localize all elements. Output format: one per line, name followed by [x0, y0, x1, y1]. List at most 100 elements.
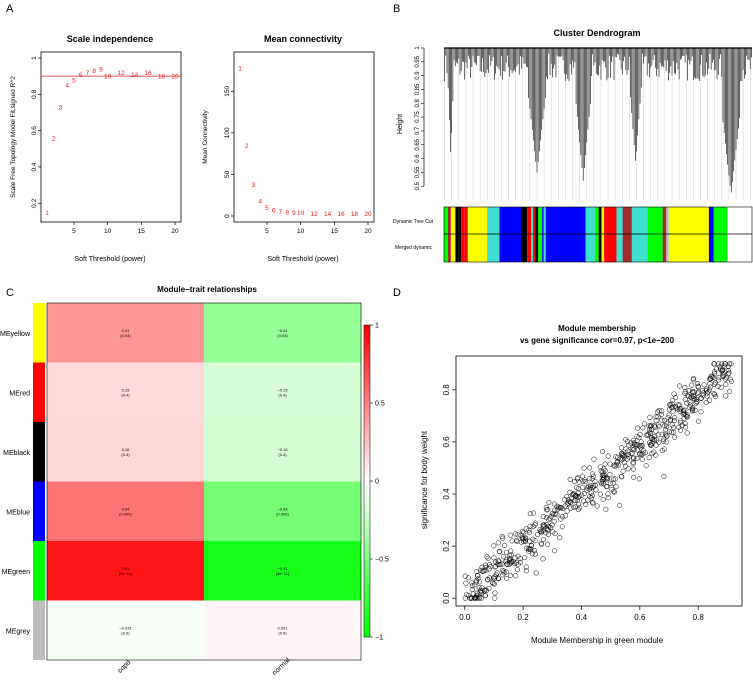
gene-point [639, 443, 645, 449]
gene-point [503, 569, 509, 575]
gene-point [630, 445, 636, 451]
membership-title: Module membership [558, 324, 636, 333]
gene-point [640, 451, 646, 457]
gene-point [481, 588, 487, 594]
gene-point [492, 590, 498, 596]
gene-point [711, 391, 717, 397]
gene-point [469, 595, 475, 601]
gene-point [530, 524, 536, 530]
colorbar-tick-label: 0.5 [375, 401, 385, 408]
module-color-stripe [527, 207, 532, 262]
gene-point [543, 504, 549, 510]
gene-point [619, 450, 625, 456]
mean-connectivity-ytick-label: 150 [224, 85, 231, 96]
module-color-stripe [461, 207, 465, 262]
module-color-stripe [542, 207, 544, 262]
module-color-stripe [533, 207, 536, 262]
module-color-stripe [467, 207, 469, 262]
gene-point [514, 538, 520, 544]
gene-point [678, 406, 684, 412]
gene-point [649, 440, 655, 446]
mean-connectivity-point-label: 18 [351, 211, 359, 218]
color-bar-frame [443, 206, 753, 263]
module-row-label: MEgrey [6, 628, 31, 635]
gene-point [647, 414, 653, 420]
gene-point [625, 466, 631, 472]
gene-point [686, 393, 692, 400]
mean-connectivity-ytick-label: 100 [224, 127, 231, 138]
heatmap-cell [204, 541, 361, 601]
gene-point [623, 446, 629, 452]
color-bar-label-dynamic: Dynamic Tree Cut [393, 219, 434, 225]
gene-point [560, 505, 566, 511]
gene-point [589, 476, 595, 482]
gene-point [540, 556, 546, 562]
gene-point [491, 555, 497, 561]
gene-point [635, 425, 641, 431]
gene-point [661, 436, 667, 442]
gene-point [688, 394, 694, 400]
mean-connectivity-point-label: 16 [337, 211, 345, 218]
gene-point [718, 384, 724, 390]
module-membership-scatter: Module membership vs gene significance c… [420, 324, 743, 645]
gene-point [707, 381, 713, 387]
gene-point [580, 484, 586, 490]
dendrogram-ytick-label: 0.9 [415, 71, 421, 80]
gene-point [726, 361, 733, 367]
gene-point [669, 422, 675, 428]
gene-point [655, 422, 662, 428]
gene-point [474, 590, 480, 596]
heatmap-cell-value: 0.031 [277, 625, 288, 630]
gene-point [669, 429, 675, 435]
gene-point [687, 399, 693, 405]
gene-point [727, 388, 733, 394]
heatmap-cell-value: 0.54 [122, 506, 131, 511]
gene-point [682, 420, 688, 426]
gene-point [551, 518, 557, 525]
module-color-stripe [662, 207, 667, 262]
gene-point [557, 535, 563, 541]
gene-point [462, 573, 468, 579]
module-color-block [521, 207, 528, 262]
gene-point [463, 580, 469, 586]
gene-point [577, 505, 583, 511]
gene-point [700, 388, 706, 394]
heatmap-cell-pvalue: (0.4) [278, 452, 287, 457]
mean-connectivity-point-label: 10 [297, 210, 305, 217]
gene-point [524, 545, 530, 551]
gene-point [480, 568, 486, 574]
gene-point [482, 586, 488, 593]
dendrogram-ytick-label: 0.6 [415, 154, 421, 163]
gene-point [669, 401, 675, 407]
gene-point [568, 496, 575, 502]
gene-point [659, 431, 665, 437]
mean-connectivity-ylabel: Mean Connectivity [202, 110, 209, 164]
gene-point [667, 417, 673, 423]
gene-point [506, 552, 513, 558]
heatmap-cell-pvalue: (0.4) [278, 392, 287, 397]
gene-point [607, 480, 614, 486]
module-color-stripe [543, 207, 546, 262]
gene-point [590, 500, 596, 506]
gene-point [605, 491, 611, 497]
gene-point [653, 442, 659, 448]
gene-point [651, 449, 657, 455]
gene-point [671, 429, 677, 435]
gene-point [620, 468, 626, 474]
gene-point [600, 469, 606, 475]
gene-point [474, 568, 480, 575]
gene-point [653, 428, 659, 434]
gene-point [501, 568, 507, 574]
scale-independence-point-label: 3 [59, 105, 63, 112]
mean-connectivity-point-label: 3 [252, 182, 256, 189]
scale-independence-ylabel: Scale Free Topology Model Fit,signed R^2 [10, 76, 17, 198]
gene-point [537, 528, 544, 535]
gene-point [723, 381, 729, 388]
gene-point [500, 535, 506, 541]
gene-point [530, 510, 537, 516]
gene-point [636, 434, 642, 441]
module-swatch [33, 600, 45, 660]
gene-point [621, 460, 627, 466]
gene-point [613, 462, 619, 468]
gene-point [527, 523, 533, 529]
